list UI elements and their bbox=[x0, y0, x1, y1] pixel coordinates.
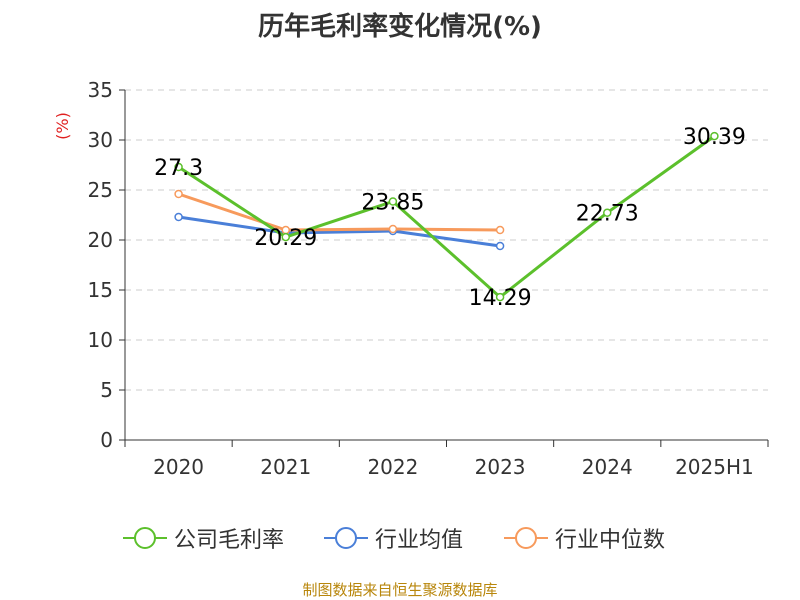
x-tick-label: 2024 bbox=[582, 455, 633, 479]
data-point bbox=[710, 131, 719, 141]
y-tick-label: 10 bbox=[88, 328, 113, 352]
axes: 0 5 10 15 20 25 30 35 2020 2021 2022 2023 2024 2025H1 bbox=[88, 78, 769, 479]
y-tick-label: 25 bbox=[88, 178, 113, 202]
y-tick-label: 0 bbox=[100, 428, 113, 452]
y-tick-label: 15 bbox=[88, 278, 113, 302]
data-label: 27.3 bbox=[154, 156, 203, 181]
data-label: 23.85 bbox=[361, 191, 424, 216]
legend-item[interactable]: 行业中位数 bbox=[503, 518, 665, 558]
x-tick-label: 2022 bbox=[367, 455, 418, 479]
legend-label: 公司毛利率 bbox=[174, 528, 285, 553]
data-point bbox=[174, 162, 183, 172]
y-tick-label: 35 bbox=[88, 78, 113, 102]
y-tick-label: 5 bbox=[100, 378, 113, 402]
legend-item[interactable]: 行业均值 bbox=[323, 518, 463, 558]
series-line bbox=[177, 134, 716, 299]
legend-label: 行业均值 bbox=[375, 528, 464, 553]
legend-item[interactable]: 公司毛利率 bbox=[122, 518, 284, 558]
legend-swatch-icon bbox=[324, 527, 368, 549]
legend-swatch-icon bbox=[123, 527, 167, 549]
legend-label: 行业中位数 bbox=[555, 528, 666, 553]
data-label: 20.29 bbox=[254, 226, 317, 251]
data-point bbox=[174, 189, 183, 199]
data-labels: 27.3 20.29 23.85 14.29 22.73 30.39 bbox=[154, 125, 746, 311]
legend-swatch-icon bbox=[504, 527, 548, 549]
data-point bbox=[388, 224, 398, 234]
data-label: 30.39 bbox=[683, 125, 746, 150]
data-point bbox=[281, 232, 290, 242]
y-tick-label: 20 bbox=[88, 228, 113, 252]
x-tick-label: 2021 bbox=[260, 455, 311, 479]
data-label: 22.73 bbox=[576, 202, 639, 227]
source-note: 制图数据来自恒生聚源数据库 bbox=[302, 581, 498, 599]
chart-title: 历年毛利率变化情况(%) bbox=[258, 12, 542, 42]
data-point bbox=[603, 208, 612, 217]
series-lines bbox=[174, 131, 719, 302]
x-tick-label: 2025H1 bbox=[675, 455, 754, 479]
series-line bbox=[178, 215, 501, 248]
data-point bbox=[174, 212, 183, 222]
y-tick-label: 30 bbox=[88, 128, 113, 152]
data-point bbox=[495, 292, 505, 302]
data-label: 14.29 bbox=[469, 286, 532, 311]
y-axis-label: (%) bbox=[53, 112, 72, 140]
legend: 公司毛利率 行业均值 行业中位数 bbox=[0, 518, 800, 558]
data-point bbox=[495, 241, 505, 251]
x-tick-label: 2020 bbox=[153, 455, 204, 479]
x-tick-label: 2023 bbox=[475, 455, 526, 479]
data-point bbox=[495, 225, 505, 235]
data-point bbox=[388, 197, 398, 206]
series-line bbox=[178, 192, 501, 232]
